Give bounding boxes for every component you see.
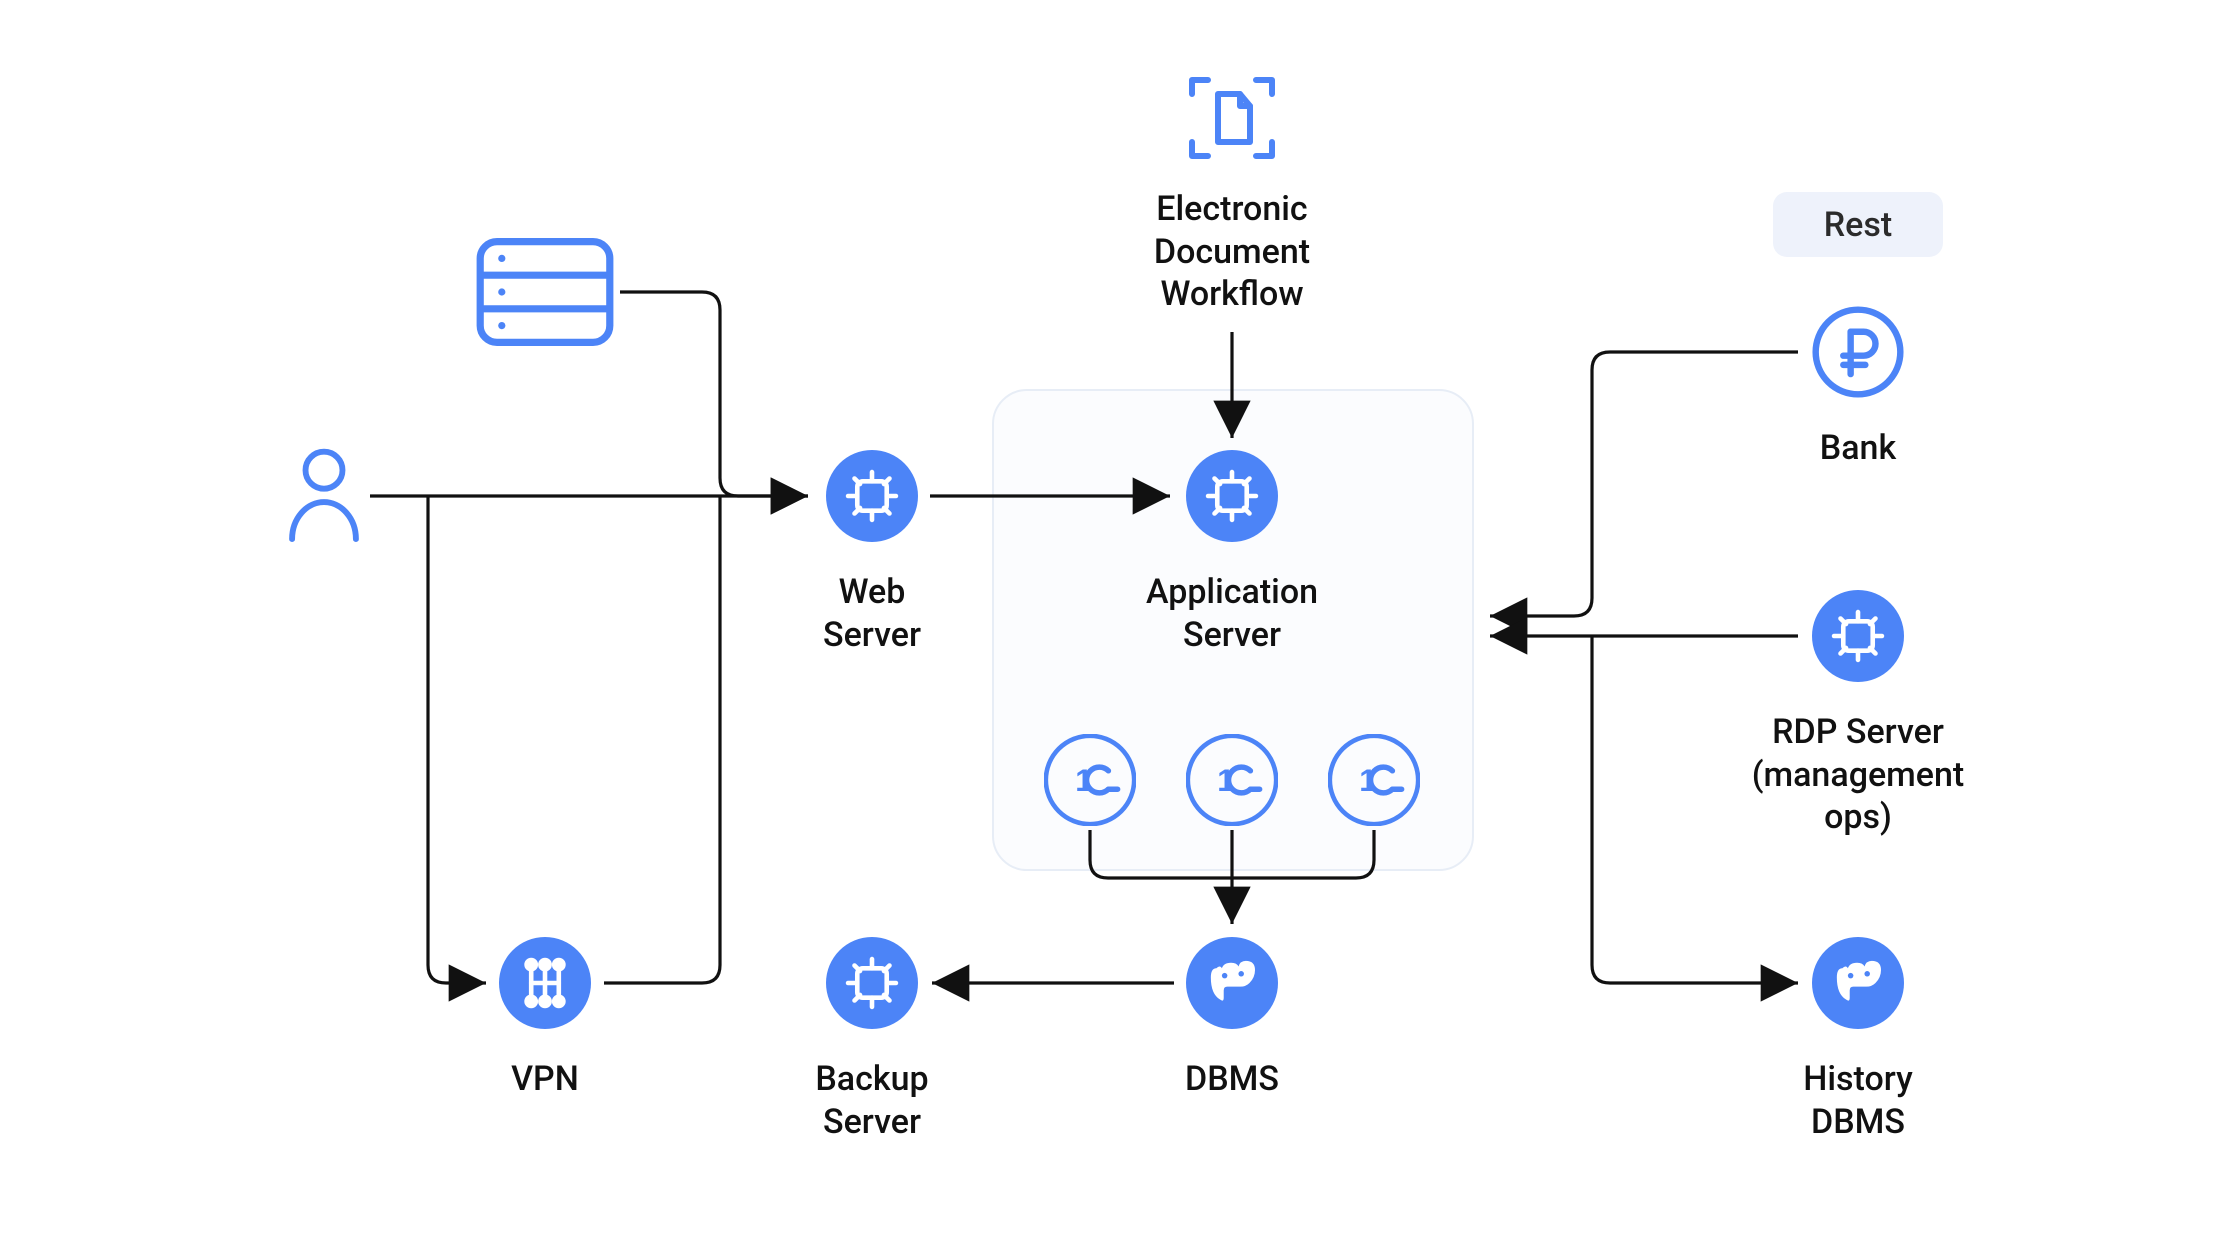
edge-bank-to-app xyxy=(1490,352,1798,616)
node-app-label: Application Server xyxy=(1032,571,1432,656)
node-oneC2-icon: 1 xyxy=(1186,734,1278,826)
node-edw-icon xyxy=(1182,68,1282,168)
node-backup-label: Backup Server xyxy=(672,1058,1072,1143)
edge-vpn-to-web xyxy=(604,496,720,983)
node-backup-icon xyxy=(826,937,918,1029)
node-edw-label: Electronic Document Workflow xyxy=(1032,188,1432,316)
edge-storage-to-web xyxy=(620,292,808,496)
node-dbms-icon xyxy=(1186,937,1278,1029)
node-user-icon xyxy=(282,445,366,546)
node-storage-icon xyxy=(473,232,617,352)
node-web-label: Web Server xyxy=(672,571,1072,656)
architecture-diagram: VPNElectronic Document WorkflowWeb Serve… xyxy=(0,0,2240,1260)
node-bank-icon xyxy=(1812,306,1904,398)
node-web-icon xyxy=(826,450,918,542)
node-oneC1-icon: 1 xyxy=(1044,734,1136,826)
rest-badge: Rest xyxy=(1773,192,1943,257)
node-dbms-label: DBMS xyxy=(1032,1058,1432,1101)
node-app-icon xyxy=(1186,450,1278,542)
edge-user-to-vpn xyxy=(428,496,486,983)
node-oneC3-icon: 1 xyxy=(1328,734,1420,826)
node-rdp-icon xyxy=(1812,590,1904,682)
node-bank-label: Bank xyxy=(1658,427,2058,470)
node-hist-label: History DBMS xyxy=(1658,1058,2058,1143)
node-hist-icon xyxy=(1812,937,1904,1029)
node-vpn-icon xyxy=(499,937,591,1029)
node-rdp-label: RDP Server (management ops) xyxy=(1658,711,2058,839)
